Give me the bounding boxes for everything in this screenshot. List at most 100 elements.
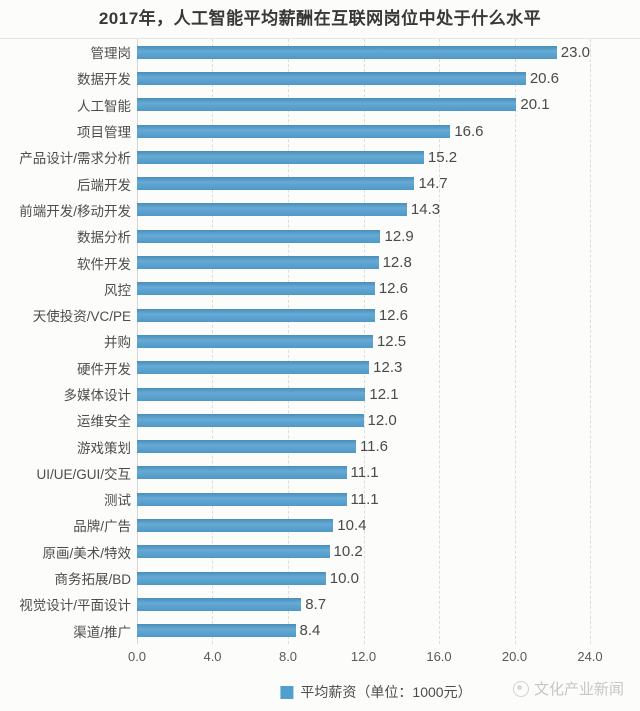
chart-row: 测试 11.1: [0, 486, 640, 512]
chart-row: 硬件开发 12.3: [0, 355, 640, 381]
x-tick-label: 0.0: [127, 648, 147, 664]
media-logo-icon: [512, 680, 529, 697]
category-label: 软件开发: [77, 256, 131, 272]
chart-title: 2017年，人工智能平均薪酬在互联网岗位中处于什么水平: [98, 9, 542, 28]
chart-row: 软件开发 12.8: [0, 249, 640, 275]
bar: [137, 45, 557, 59]
chart-row: 多媒体设计 12.1: [0, 381, 640, 407]
category-label: 硬件开发: [77, 361, 131, 377]
bar-track: 11.1: [137, 491, 590, 508]
category-label: 人工智能: [77, 98, 131, 114]
chart-row: 前端开发/移动开发 14.3: [0, 197, 640, 223]
bar-track: 20.1: [137, 96, 590, 113]
bar-track: 15.2: [137, 149, 590, 166]
bar-track: 10.4: [137, 517, 590, 534]
chart-row: 运维安全 12.0: [0, 407, 640, 433]
value-label: 20.6: [529, 69, 560, 87]
value-label: 8.7: [305, 595, 327, 613]
chart-row: 项目管理 16.6: [0, 118, 640, 144]
bar: [137, 545, 330, 559]
chart-rows: 管理岗 23.0 数据开发 20.6 人工智能 20.1 项目管理 16.6 产…: [0, 39, 640, 644]
chart-row: 品牌/广告 10.4: [0, 512, 640, 538]
watermark-text: 文化产业新闻: [533, 681, 624, 698]
bar-track: 8.4: [137, 622, 590, 639]
x-tick-label: 12.0: [350, 648, 377, 664]
bar: [137, 440, 356, 454]
bar: [137, 518, 334, 532]
bar-track: 10.0: [137, 570, 590, 587]
category-label: 商务拓展/BD: [54, 572, 131, 588]
category-label: 天使投资/VC/PE: [32, 309, 131, 325]
chart-row: 管理岗 23.0: [0, 39, 640, 65]
value-label: 10.2: [333, 543, 363, 561]
value-label: 15.2: [427, 148, 458, 166]
value-label: 11.1: [350, 490, 379, 508]
plot-area: 管理岗 23.0 数据开发 20.6 人工智能 20.1 项目管理 16.6 产…: [0, 38, 640, 644]
category-label: 运维安全: [77, 414, 131, 430]
value-label: 12.6: [378, 306, 409, 324]
category-label: 渠道/推广: [73, 624, 131, 640]
value-label: 23.0: [560, 43, 590, 61]
watermark: 文化产业新闻: [512, 678, 624, 699]
bar-track: 12.9: [137, 228, 590, 245]
bar: [137, 229, 381, 243]
bar: [137, 203, 407, 217]
bar-track: 14.7: [137, 175, 590, 192]
chart-row: 游戏策划 11.6: [0, 433, 640, 459]
value-label: 12.9: [384, 227, 414, 245]
value-label: 11.1: [350, 464, 379, 482]
value-label: 10.0: [329, 569, 359, 587]
value-label: 12.1: [369, 385, 399, 403]
bar-track: 12.1: [137, 386, 590, 403]
bar: [137, 597, 302, 611]
value-label: 8.4: [299, 622, 321, 640]
value-label: 12.8: [382, 254, 412, 272]
bar-track: 16.6: [137, 123, 590, 140]
value-label: 16.6: [454, 122, 484, 140]
bar-track: 23.0: [137, 44, 590, 61]
x-tick-label: 4.0: [203, 648, 222, 664]
bar: [137, 413, 364, 427]
bar: [137, 387, 366, 401]
chart-row: 天使投资/VC/PE 12.6: [0, 302, 640, 328]
value-label: 10.4: [337, 516, 367, 534]
category-label: 数据分析: [77, 230, 131, 246]
value-label: 12.5: [376, 332, 407, 350]
chart-row: 产品设计/需求分析 15.2: [0, 144, 640, 170]
x-tick-label: 24.0: [577, 648, 603, 664]
bar: [137, 466, 347, 480]
chart-row: 后端开发 14.7: [0, 170, 640, 196]
bar: [137, 282, 375, 296]
category-label: 数据开发: [77, 72, 131, 88]
category-label: 风控: [104, 282, 131, 298]
chart-row: 风控 12.6: [0, 276, 640, 302]
x-tick-label: 16.0: [426, 648, 452, 664]
chart-row: 人工智能 20.1: [0, 92, 640, 118]
bar: [137, 124, 451, 138]
chart-row: 数据分析 12.9: [0, 223, 640, 249]
bar-track: 14.3: [137, 201, 590, 218]
bar-track: 11.6: [137, 438, 590, 455]
chart-row: UI/UE/GUI/交互 11.1: [0, 460, 640, 486]
category-label: 产品设计/需求分析: [19, 151, 131, 167]
category-label: 原画/美术/特效: [42, 545, 131, 561]
bar-track: 10.2: [137, 543, 590, 560]
bar: [137, 256, 379, 270]
bar: [137, 361, 370, 375]
category-label: 项目管理: [77, 125, 131, 141]
category-label: 前端开发/移动开发: [19, 203, 131, 219]
category-label: 并购: [104, 335, 131, 351]
chart-footer: 平均薪资（单位：1000元） 文化产业新闻: [0, 671, 640, 711]
x-tick-label: 20.0: [501, 648, 528, 664]
category-label: 后端开发: [77, 177, 131, 193]
bar-track: 12.6: [137, 280, 590, 297]
bar: [137, 492, 347, 506]
category-label: 视觉设计/平面设计: [19, 598, 131, 614]
legend-swatch-icon: [280, 685, 294, 699]
x-axis: 0.0 4.0 8.0 12.0 16.0 20.0 24.0: [0, 647, 640, 671]
chart-row: 原画/美术/特效 10.2: [0, 539, 640, 565]
value-label: 12.6: [378, 280, 409, 298]
bar-track: 12.8: [137, 254, 590, 271]
bar-track: 8.7: [137, 596, 590, 613]
